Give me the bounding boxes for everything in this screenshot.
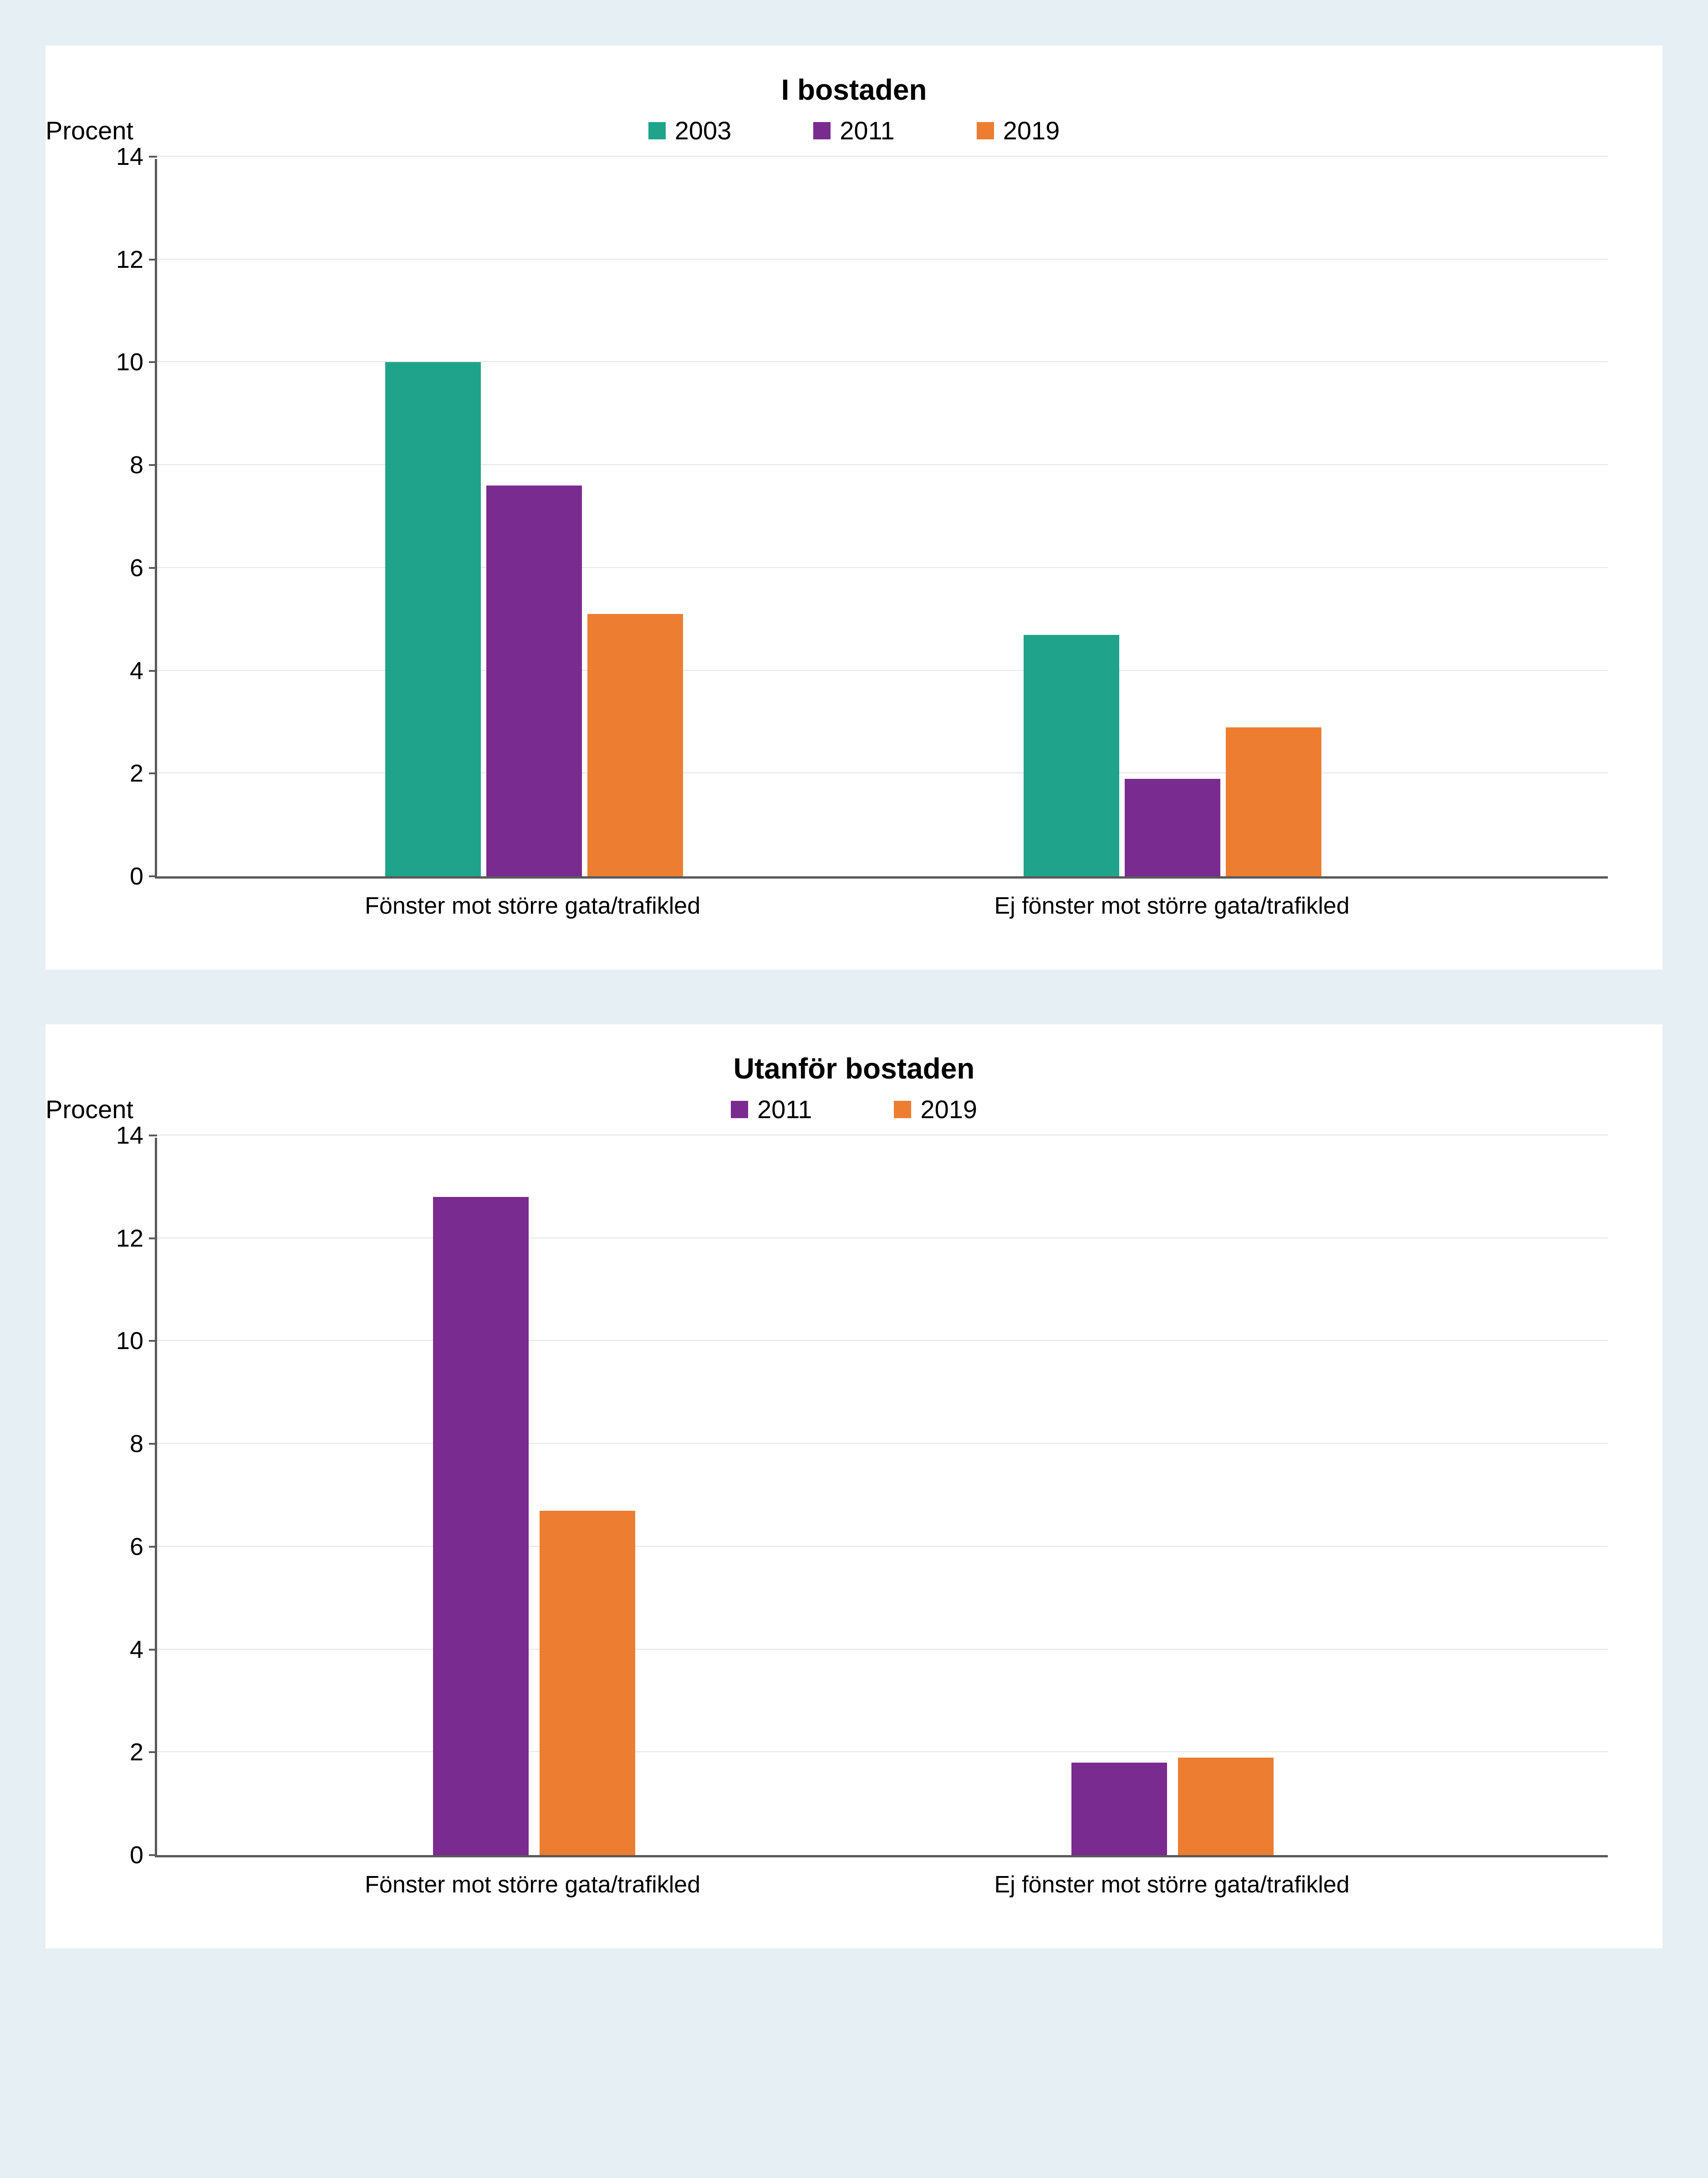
legend-item-2003: 2003: [648, 116, 732, 145]
ytick-label: 8: [130, 451, 157, 479]
legend-row: Procent20112019: [73, 1094, 1635, 1124]
ytick-label: 2: [130, 759, 157, 787]
plot-wrap: 02468101214Fönster mot större gata/trafi…: [155, 159, 1608, 929]
x-category-label: Fönster mot större gata/trafikled: [365, 892, 700, 920]
x-category-label: Ej fönster mot större gata/trafikled: [994, 1871, 1350, 1898]
bar-group: [1024, 635, 1321, 876]
x-category-label: Ej fönster mot större gata/trafikled: [994, 892, 1350, 920]
chart-panel-chart2: Utanför bostadenProcent20112019024681012…: [46, 1024, 1662, 1948]
bar-group: [385, 362, 683, 876]
ytick-label: 12: [116, 245, 157, 274]
ytick-label: 12: [116, 1224, 157, 1253]
ytick-label: 6: [130, 554, 157, 582]
legend: 2011 2019: [73, 1094, 1635, 1124]
bar-2019: [540, 1511, 635, 1855]
ytick-label: 6: [130, 1533, 157, 1561]
ytick-label: 4: [130, 657, 157, 685]
legend-swatch: [731, 1101, 748, 1118]
legend: 2003 2011 2019: [73, 116, 1635, 145]
plot-area: 02468101214: [155, 1138, 1608, 1857]
x-axis-labels: Fönster mot större gata/trafikled Ej föns…: [155, 879, 1608, 929]
legend-row: Procent200320112019: [73, 116, 1635, 145]
ytick-label: 10: [116, 348, 157, 376]
legend-label: 2019: [920, 1094, 977, 1124]
bar-2003: [1024, 635, 1119, 876]
bar-2019: [1226, 727, 1321, 876]
legend-label: 2011: [840, 116, 894, 145]
ytick-label: 2: [130, 1738, 157, 1766]
ytick-label: 14: [116, 143, 157, 171]
ytick-label: 0: [130, 862, 157, 890]
legend-swatch: [894, 1101, 911, 1118]
x-axis-labels: Fönster mot större gata/trafikled Ej föns…: [155, 1857, 1608, 1907]
bar-group: [1071, 1758, 1274, 1855]
ytick-label: 10: [116, 1327, 157, 1355]
ytick-label: 0: [130, 1841, 157, 1869]
bar-2011: [1125, 779, 1220, 876]
ytick-label: 4: [130, 1636, 157, 1664]
legend-swatch: [977, 122, 994, 139]
ytick-label: 8: [130, 1430, 157, 1458]
legend-item-2011: 2011: [731, 1094, 812, 1124]
bars-layer: [157, 159, 1608, 876]
chart-title: Utanför bostaden: [73, 1052, 1635, 1085]
legend-label: 2003: [675, 116, 732, 145]
legend-item-2019: 2019: [977, 116, 1060, 145]
chart-title: I bostaden: [73, 73, 1635, 107]
chart-panel-chart1: I bostadenProcent20032011201902468101214…: [46, 46, 1662, 970]
y-axis-label: Procent: [46, 116, 133, 145]
bar-2011: [486, 486, 582, 876]
bar-2019: [587, 614, 683, 876]
legend-swatch: [813, 122, 831, 139]
legend-swatch: [648, 122, 666, 139]
legend-item-2011: 2011: [813, 116, 894, 145]
legend-label: 2011: [757, 1094, 812, 1124]
y-axis-label: Procent: [46, 1094, 133, 1124]
bar-2019: [1178, 1758, 1274, 1855]
x-category-label: Fönster mot större gata/trafikled: [365, 1871, 700, 1898]
bar-2003: [385, 362, 481, 876]
legend-item-2019: 2019: [894, 1094, 977, 1124]
gridline: [157, 156, 1608, 157]
ytick-label: 14: [116, 1121, 157, 1150]
plot-area: 02468101214: [155, 159, 1608, 879]
bar-2011: [1071, 1763, 1167, 1855]
bars-layer: [157, 1138, 1608, 1855]
bar-group: [433, 1197, 635, 1855]
plot-wrap: 02468101214Fönster mot större gata/trafi…: [155, 1138, 1608, 1907]
legend-label: 2019: [1003, 116, 1060, 145]
bar-2011: [433, 1197, 529, 1855]
